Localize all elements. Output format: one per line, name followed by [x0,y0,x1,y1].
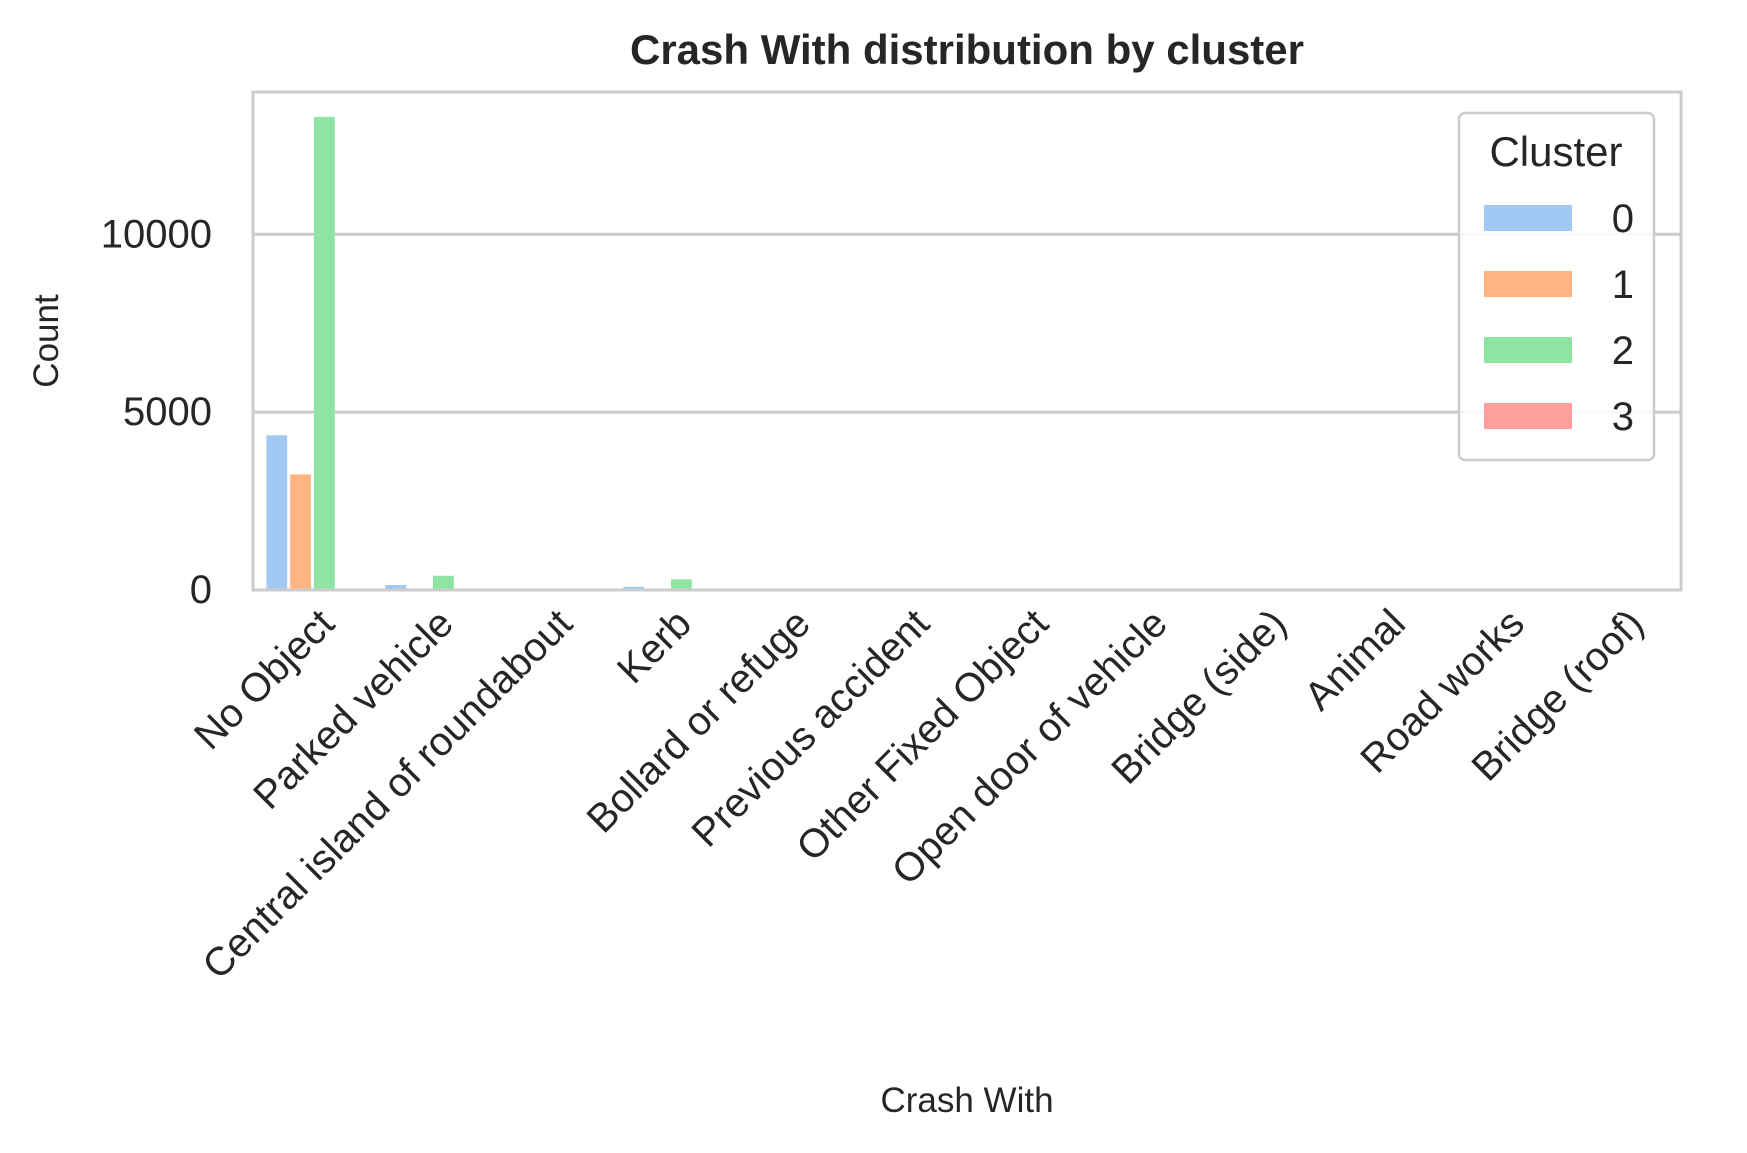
x-tick-label: Animal [1296,601,1414,719]
bar-kerb-cluster-2 [671,579,692,590]
bars [266,116,1644,591]
x-axis-label: Crash With [880,1081,1053,1120]
legend-swatch-3 [1484,403,1572,429]
y-tick-label: 5000 [123,390,212,434]
legend: Cluster 0 1 2 3 [1457,111,1656,462]
bar-no-object-cluster-2 [314,116,335,591]
y-tick-label: 10000 [101,212,212,256]
legend-title: Cluster [1489,128,1622,175]
legend-label-1: 1 [1612,263,1634,307]
y-tick-label: 0 [190,568,212,612]
x-tick-label: Bollard or refuge [579,601,819,841]
legend-label-3: 3 [1612,395,1634,439]
x-tick-label: Parked vehicle [245,601,462,818]
legend-swatch-0 [1484,205,1572,231]
bar-kerb-cluster-0 [623,586,645,590]
legend-swatch-2 [1484,337,1572,363]
plot-frame [251,90,1683,592]
y-tick-labels: 0 5000 10000 [101,212,212,612]
legend-label-0: 0 [1612,197,1634,241]
gridlines [253,232,1681,414]
legend-label-2: 2 [1612,329,1634,373]
bar-parked-vehicle-cluster-0 [385,585,407,590]
bar-no-object-cluster-1 [290,474,311,590]
bar-no-object-cluster-0 [266,435,288,590]
y-axis-label: Count [27,294,66,388]
legend-swatch-1 [1484,271,1572,297]
x-tick-label: Kerb [609,601,700,692]
bar-parked-vehicle-cluster-2 [433,575,454,590]
chart-title: Crash With distribution by cluster [630,26,1304,73]
legend-items: 0 1 2 3 [1484,197,1634,439]
